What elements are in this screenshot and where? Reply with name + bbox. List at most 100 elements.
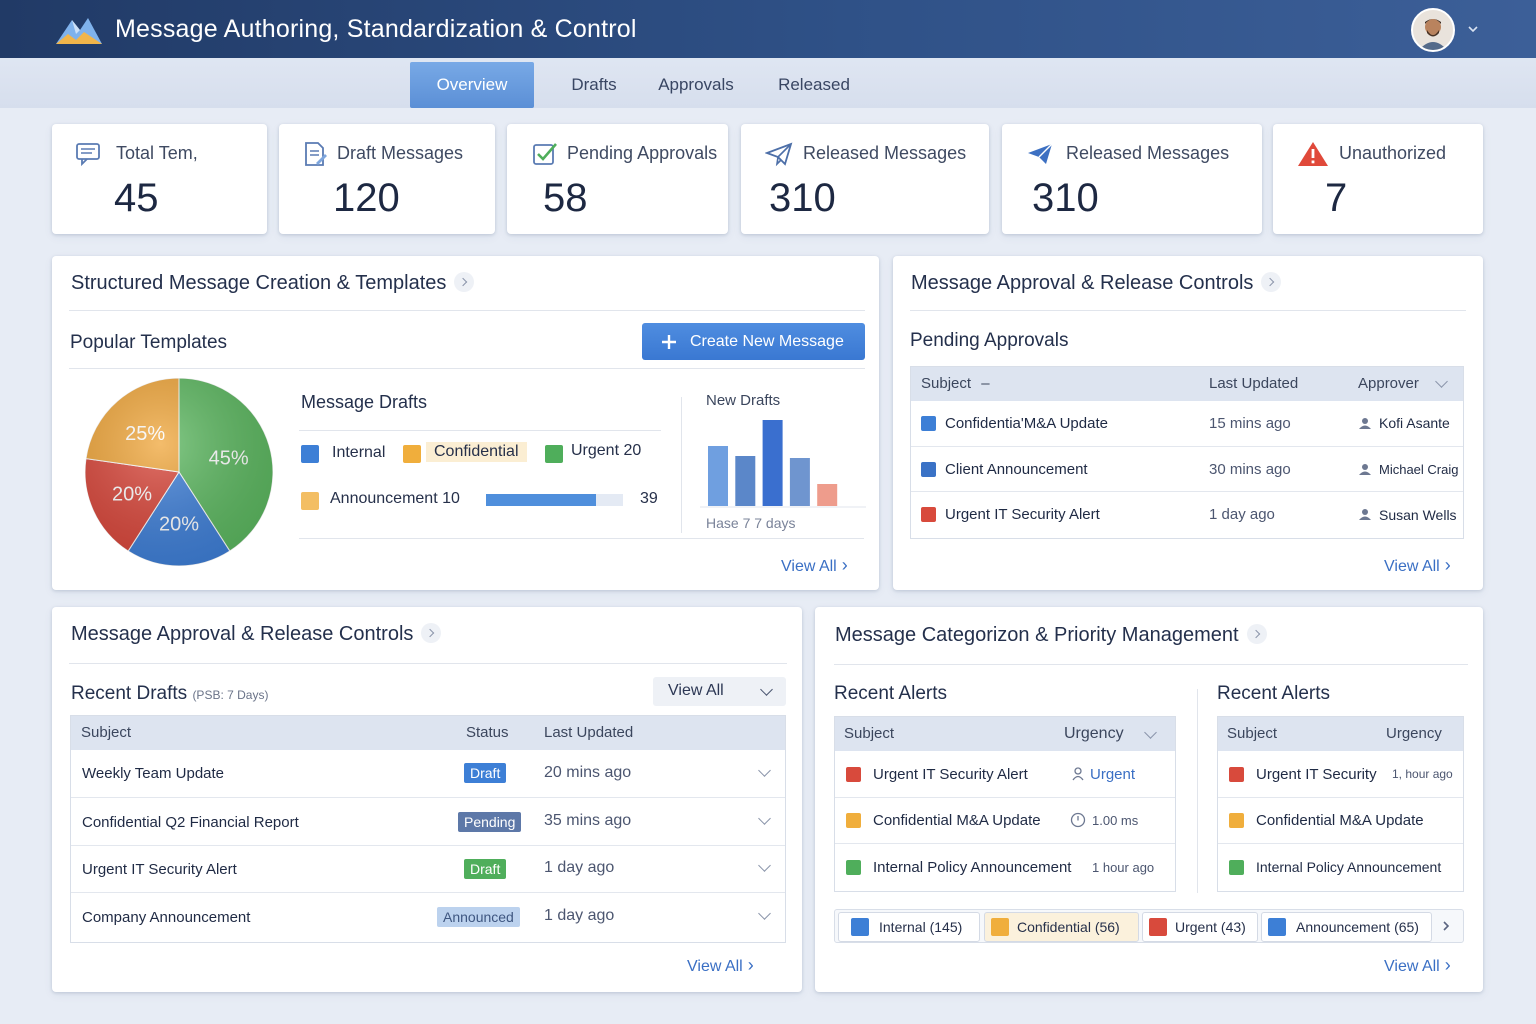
bar[interactable] (789, 458, 810, 506)
column-subject[interactable]: Subject (844, 725, 895, 742)
stat-card-draft-messages[interactable]: Draft Messages 120 (279, 124, 495, 234)
chip-label: Internal (145) (879, 919, 963, 935)
table-row[interactable]: Company Announcement Announced 1 day ago (71, 893, 785, 942)
table-row[interactable]: Urgent IT Security Alert Draft 1 day ago (71, 846, 785, 893)
table-row[interactable]: Confidential Q2 Financial Report Pending… (71, 798, 785, 846)
table-row[interactable]: Client Announcement 30 mins ago Michael … (911, 447, 1463, 492)
stat-card-unauthorized[interactable]: Unauthorized 7 (1273, 124, 1483, 234)
chip-urgent[interactable]: Urgent (43) (1142, 912, 1258, 942)
last-updated: 1 day ago (544, 859, 615, 876)
chip-internal[interactable]: Internal (145) (838, 912, 980, 942)
subject: Company Announcement (82, 909, 251, 926)
drafts-view-all-link[interactable]: View All (687, 955, 754, 976)
bar[interactable] (762, 420, 783, 506)
internal-icon (921, 416, 936, 431)
new-drafts-title: New Drafts (706, 392, 781, 409)
chips-scroll-right-icon[interactable] (1440, 919, 1452, 933)
account-chevron-down-icon[interactable] (1466, 22, 1480, 36)
internal-icon (851, 918, 869, 936)
approvals-view-all-link[interactable]: View All (1384, 555, 1451, 576)
stat-value: 310 (769, 176, 836, 220)
clock-icon (1070, 812, 1086, 828)
announcement-count: 10 (442, 490, 460, 507)
table-row[interactable]: Internal Policy Announcement (1218, 844, 1463, 891)
table-row[interactable]: Weekly Team Update Draft 20 mins ago (71, 750, 785, 798)
panel-title: Message Categorizon & Priority Managemen… (835, 623, 1267, 647)
bar[interactable] (817, 484, 838, 506)
stat-value: 58 (543, 176, 588, 220)
announcement-icon (301, 492, 319, 510)
mountain-logo-icon (56, 18, 102, 44)
stat-value: 310 (1032, 176, 1099, 220)
divider (69, 368, 865, 369)
column-subject[interactable]: Subject (81, 724, 132, 741)
chevron-right-icon[interactable] (454, 271, 475, 292)
column-subject[interactable]: Subject – (921, 375, 990, 392)
legend-urgent: Urgent 20 (571, 442, 642, 459)
bar[interactable] (735, 456, 756, 506)
announcement-total: 39 (640, 490, 658, 507)
tab-drafts[interactable]: Drafts (571, 75, 617, 94)
view-all-dropdown[interactable]: View All (653, 677, 786, 706)
table-row[interactable]: Urgent IT Security 1, hour ago (1218, 751, 1463, 798)
chip-confidential[interactable]: Confidential (56) (984, 912, 1139, 942)
tab-overview[interactable]: Overview (410, 62, 534, 108)
column-last-updated[interactable]: Last Updated (1209, 375, 1299, 392)
user-icon (1359, 464, 1371, 475)
recent-alerts-title: Recent Alerts (834, 683, 947, 704)
stat-card-total-templates[interactable]: Total Tem, 45 (52, 124, 267, 234)
urgency-chevron-down-icon[interactable] (1144, 726, 1157, 739)
templates-view-all-link[interactable]: View All (781, 555, 848, 576)
tab-approvals[interactable]: Approvals (658, 75, 734, 94)
announcement-progress-track (486, 494, 623, 506)
divider (69, 310, 865, 311)
stat-card-released-messages-2[interactable]: Released Messages 310 (1002, 124, 1262, 234)
chip-announcement[interactable]: Announcement (65) (1261, 912, 1432, 942)
user-avatar[interactable] (1411, 8, 1455, 52)
last-updated: 20 mins ago (544, 764, 632, 781)
column-status[interactable]: Status (466, 724, 509, 741)
table-header: Subject Urgency (835, 717, 1175, 751)
chevron-right-icon[interactable] (421, 622, 442, 643)
table-row[interactable]: Confidential M&A Update (1218, 798, 1463, 844)
person-alert-icon (1072, 767, 1084, 781)
table-row[interactable]: Urgent IT Security Alert Urgent (835, 751, 1175, 798)
user-avatar-icon (1413, 10, 1453, 50)
column-approver[interactable]: Approver (1358, 375, 1419, 392)
table-row[interactable]: Internal Policy Announcement 1 hour ago (835, 844, 1175, 891)
subject: Internal Policy Announcement (873, 859, 1072, 876)
row-expand-chevron-icon[interactable] (758, 859, 771, 872)
row-expand-chevron-icon[interactable] (758, 907, 771, 920)
row-expand-chevron-icon[interactable] (758, 764, 771, 777)
status-badge: Draft (464, 859, 507, 879)
client-icon (921, 462, 936, 477)
column-subject[interactable]: Subject (1227, 725, 1278, 742)
column-urgency[interactable]: Urgency (1386, 725, 1442, 742)
divider (1197, 689, 1198, 893)
chevron-right-icon[interactable] (1246, 623, 1267, 644)
divider (69, 663, 787, 664)
approver-chevron-down-icon[interactable] (1435, 375, 1448, 388)
categorization-view-all-link[interactable]: View All (1384, 955, 1451, 976)
panel-title: Message Approval & Release Controls (71, 622, 442, 646)
column-last-updated[interactable]: Last Updated (544, 724, 634, 741)
urgency: 1.00 ms (1092, 813, 1139, 828)
subject: Confidential M&A Update (1256, 812, 1424, 829)
stat-card-pending-approvals[interactable]: Pending Approvals 58 (507, 124, 728, 234)
column-urgency[interactable]: Urgency (1064, 725, 1124, 742)
stat-card-released-messages[interactable]: Released Messages 310 (741, 124, 989, 234)
table-row[interactable]: Confidentia'M&A Update 15 mins ago Kofi … (911, 401, 1463, 447)
bar[interactable] (708, 446, 728, 506)
user-icon (1359, 509, 1371, 520)
tab-released[interactable]: Released (778, 75, 850, 94)
plus-icon (662, 334, 676, 349)
subject: Internal Policy Announcement (1256, 859, 1442, 875)
stat-label: Draft Messages (337, 143, 464, 163)
recent-alerts-table: Subject Urgency Urgent IT Security Alert… (834, 716, 1176, 892)
subject: Urgent IT Security Alert (945, 506, 1100, 523)
row-expand-chevron-icon[interactable] (758, 812, 771, 825)
table-row[interactable]: Confidential M&A Update 1.00 ms (835, 798, 1175, 844)
create-new-message-button[interactable]: Create New Message (642, 323, 865, 360)
table-row[interactable]: Urgent IT Security Alert 1 day ago Susan… (911, 492, 1463, 538)
chevron-right-icon[interactable] (1261, 271, 1282, 292)
